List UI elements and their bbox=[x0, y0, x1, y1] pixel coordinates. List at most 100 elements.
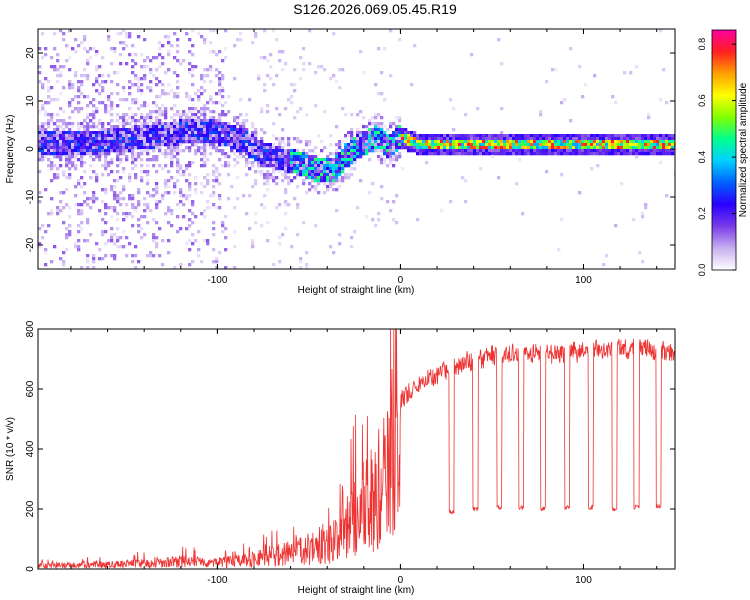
y-tick-label: 400 bbox=[25, 440, 36, 457]
heatmap-cell bbox=[128, 197, 132, 201]
heatmap-cell bbox=[371, 131, 375, 135]
heatmap-cell bbox=[566, 152, 570, 156]
heatmap-cell bbox=[80, 161, 84, 165]
heatmap-cell bbox=[122, 185, 126, 189]
heatmap-cell bbox=[437, 140, 441, 144]
heatmap-cell bbox=[269, 149, 273, 153]
heatmap-cell bbox=[614, 137, 618, 141]
heatmap-cell bbox=[404, 131, 408, 135]
heatmap-cell bbox=[650, 149, 654, 153]
heatmap-cell bbox=[65, 164, 69, 168]
heatmap-cell bbox=[584, 143, 588, 147]
heatmap-cell bbox=[89, 140, 93, 144]
heatmap-cell bbox=[392, 134, 396, 138]
heatmap-cell bbox=[491, 134, 495, 138]
heatmap-cell bbox=[362, 152, 366, 156]
heatmap-cell bbox=[86, 218, 90, 222]
heatmap-cell bbox=[200, 92, 204, 96]
heatmap-cell bbox=[305, 251, 309, 255]
heatmap-cell bbox=[482, 143, 486, 147]
heatmap-cell bbox=[209, 122, 213, 126]
heatmap-cell bbox=[365, 131, 369, 135]
heatmap-cell bbox=[65, 152, 69, 156]
heatmap-cell bbox=[344, 149, 348, 153]
heatmap-cell bbox=[323, 68, 327, 72]
heatmap-cell bbox=[89, 119, 93, 123]
heatmap-cell bbox=[641, 149, 645, 153]
heatmap-cell bbox=[650, 143, 654, 147]
heatmap-cell bbox=[71, 164, 75, 168]
heatmap-cell bbox=[206, 74, 210, 78]
heatmap-cell bbox=[350, 149, 354, 153]
y-tick-label: 800 bbox=[25, 320, 36, 337]
heatmap-cell bbox=[71, 110, 75, 114]
heatmap-cell bbox=[80, 164, 84, 168]
heatmap-cell bbox=[98, 140, 102, 144]
heatmap-cell bbox=[476, 143, 480, 147]
heatmap-cell bbox=[359, 131, 363, 135]
heatmap-cell bbox=[95, 80, 99, 84]
heatmap-cell bbox=[638, 251, 642, 255]
heatmap-cell bbox=[116, 32, 120, 36]
heatmap-cell bbox=[221, 104, 225, 108]
heatmap-cell bbox=[353, 152, 357, 156]
heatmap-cell bbox=[242, 194, 246, 198]
heatmap-cell bbox=[176, 152, 180, 156]
colorbar-ticks: 0.00.20.40.60.8 bbox=[697, 38, 736, 276]
heatmap-cell bbox=[224, 128, 228, 132]
heatmap-cell bbox=[188, 134, 192, 138]
heatmap-cell bbox=[434, 134, 438, 138]
heatmap-cell bbox=[80, 203, 84, 207]
heatmap-cell bbox=[104, 242, 108, 246]
heatmap-cell bbox=[659, 29, 663, 33]
heatmap-cell bbox=[266, 146, 270, 150]
heatmap-cell bbox=[542, 143, 546, 147]
heatmap-cell bbox=[233, 152, 237, 156]
heatmap-cell bbox=[170, 152, 174, 156]
heatmap-cell bbox=[89, 143, 93, 147]
heatmap-cell bbox=[116, 197, 120, 201]
heatmap-cell bbox=[377, 47, 381, 51]
heatmap-cell bbox=[305, 143, 309, 147]
heatmap-cell bbox=[395, 155, 399, 159]
heatmap-cell bbox=[191, 260, 195, 264]
heatmap-cell bbox=[176, 131, 180, 135]
heatmap-cell bbox=[278, 158, 282, 162]
heatmap-cell bbox=[95, 110, 99, 114]
heatmap-cell bbox=[491, 149, 495, 153]
heatmap-cell bbox=[563, 134, 567, 138]
heatmap-cell bbox=[80, 122, 84, 126]
heatmap-cell bbox=[89, 137, 93, 141]
heatmap-cell bbox=[257, 158, 261, 162]
heatmap-cell bbox=[218, 83, 222, 87]
heatmap-cell bbox=[374, 134, 378, 138]
heatmap-cell bbox=[200, 107, 204, 111]
heatmap-cell bbox=[158, 200, 162, 204]
heatmap-cell bbox=[83, 182, 87, 186]
heatmap-cell bbox=[80, 155, 84, 159]
heatmap-cell bbox=[212, 227, 216, 231]
heatmap-cell bbox=[89, 56, 93, 60]
heatmap-cell bbox=[494, 143, 498, 147]
heatmap-cell bbox=[212, 164, 216, 168]
heatmap-cell bbox=[554, 140, 558, 144]
heatmap-cell bbox=[278, 167, 282, 171]
heatmap-cell bbox=[176, 158, 180, 162]
heatmap-cell bbox=[434, 137, 438, 141]
heatmap-cell bbox=[167, 146, 171, 150]
heatmap-cell bbox=[227, 95, 231, 99]
heatmap-cell bbox=[428, 152, 432, 156]
heatmap-cell bbox=[656, 143, 660, 147]
heatmap-cell bbox=[644, 134, 648, 138]
heatmap-cell bbox=[116, 245, 120, 249]
heatmap-cell bbox=[158, 80, 162, 84]
heatmap-cell bbox=[65, 149, 69, 153]
heatmap-cell bbox=[395, 128, 399, 132]
heatmap-cell bbox=[299, 260, 303, 264]
heatmap-cell bbox=[371, 143, 375, 147]
heatmap-cell bbox=[218, 251, 222, 255]
heatmap-cell bbox=[68, 173, 72, 177]
heatmap-cell bbox=[224, 101, 228, 105]
heatmap-cell bbox=[176, 179, 180, 183]
